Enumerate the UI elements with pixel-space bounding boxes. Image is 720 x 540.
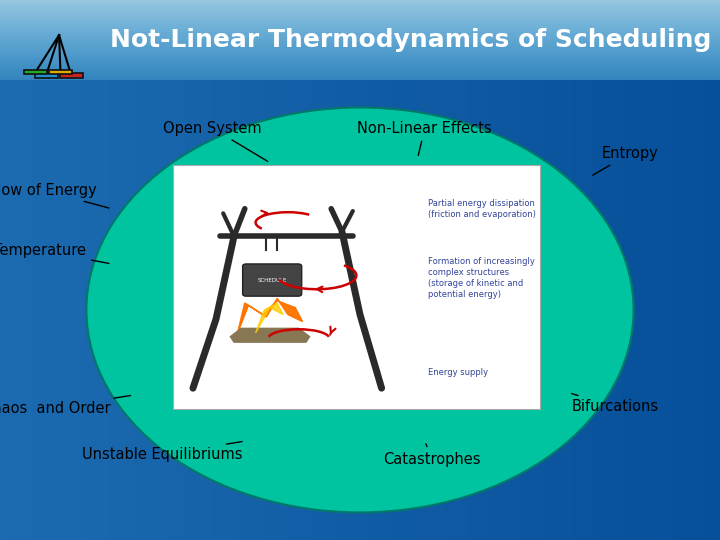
- Text: Flow of Energy: Flow of Energy: [0, 183, 109, 208]
- Polygon shape: [256, 303, 283, 333]
- Text: Formation of increasingly
complex structures
(storage of kinetic and
potential e: Formation of increasingly complex struct…: [428, 256, 535, 299]
- Text: Not-Linear Thermodynamics of Scheduling: Not-Linear Thermodynamics of Scheduling: [109, 28, 711, 52]
- Bar: [49, 70, 72, 75]
- Ellipse shape: [86, 107, 634, 512]
- Bar: [35, 73, 58, 78]
- Text: Entropy: Entropy: [593, 146, 658, 175]
- Text: SCHEDULE: SCHEDULE: [258, 278, 287, 282]
- Text: Chaos  and Order: Chaos and Order: [0, 395, 130, 416]
- Text: Open System: Open System: [163, 121, 268, 161]
- Text: Catastrophes: Catastrophes: [383, 444, 481, 467]
- Polygon shape: [238, 299, 302, 333]
- Bar: [173, 165, 540, 409]
- Text: Non-Linear Effects: Non-Linear Effects: [358, 121, 492, 156]
- Bar: [24, 70, 47, 75]
- FancyBboxPatch shape: [243, 264, 302, 296]
- Polygon shape: [238, 299, 302, 333]
- Text: Unstable Equilibriums: Unstable Equilibriums: [82, 442, 242, 462]
- Bar: [60, 73, 83, 78]
- Text: Bifurcations: Bifurcations: [572, 394, 660, 414]
- Polygon shape: [230, 328, 310, 342]
- Text: Temperature: Temperature: [0, 242, 109, 264]
- Text: Partial energy dissipation
(friction and evaporation): Partial energy dissipation (friction and…: [428, 199, 536, 219]
- Text: Energy supply: Energy supply: [428, 368, 489, 376]
